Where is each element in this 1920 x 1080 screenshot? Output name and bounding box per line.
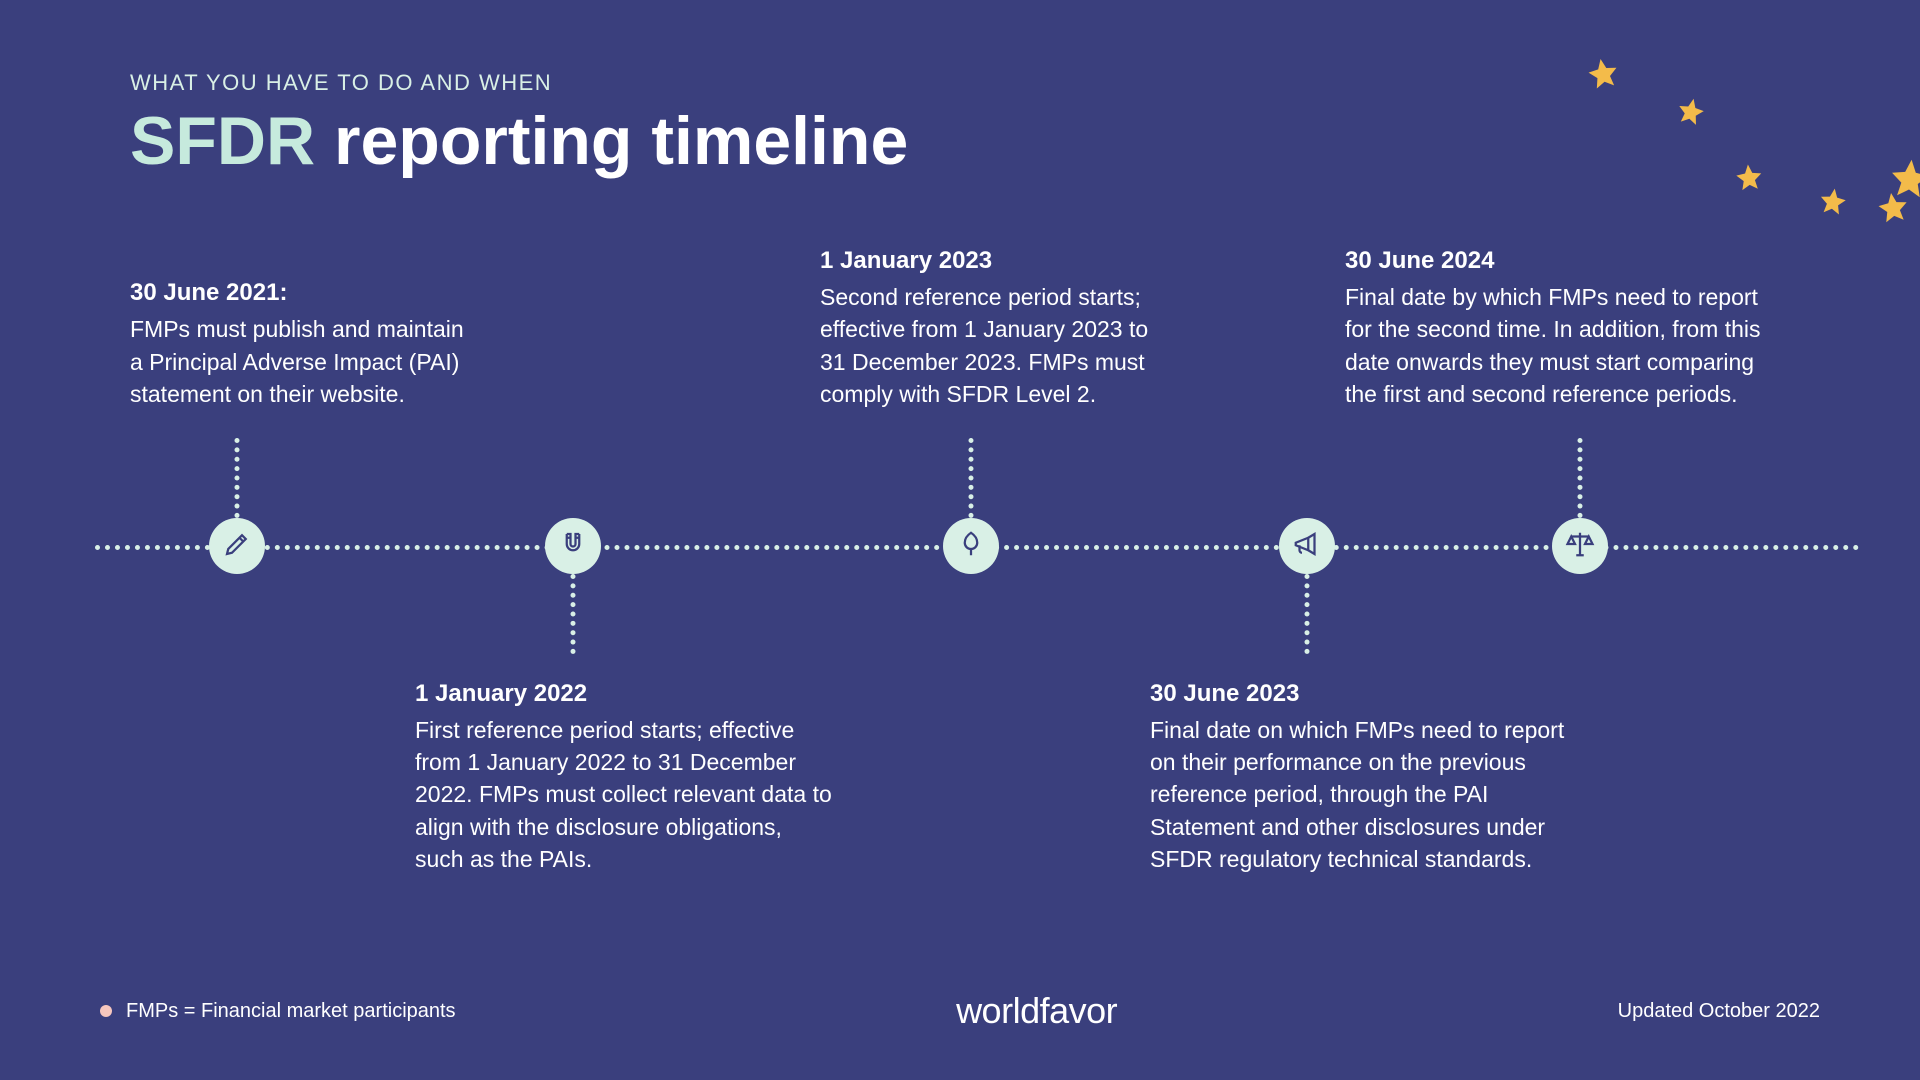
eyebrow-text: WHAT YOU HAVE TO DO AND WHEN xyxy=(130,70,908,96)
pencil-icon xyxy=(222,529,252,564)
tree-icon xyxy=(956,529,986,564)
timeline-node-4 xyxy=(1552,518,1608,574)
milestone-text: Second reference period starts; effectiv… xyxy=(820,281,1180,410)
timeline-connector xyxy=(969,438,974,518)
magnet-icon xyxy=(558,529,588,564)
brand-logo: worldfavor xyxy=(956,990,1117,1032)
scales-icon xyxy=(1565,529,1595,564)
title-rest: reporting timeline xyxy=(315,103,908,179)
updated-text: Updated October 2022 xyxy=(1618,1000,1820,1023)
title-accent: SFDR xyxy=(130,103,315,179)
star-icon xyxy=(1874,188,1912,226)
decorative-stars xyxy=(1420,0,1920,240)
milestone-text: Final date by which FMPs need to report … xyxy=(1345,281,1775,410)
milestone-0: 30 June 2021: FMPs must publish and maint… xyxy=(130,279,470,410)
milestone-text: First reference period starts; effective… xyxy=(415,714,835,875)
page-title: SFDR reporting timeline xyxy=(130,106,908,177)
timeline-node-1 xyxy=(545,518,601,574)
milestone-2: 1 January 2023 Second reference period st… xyxy=(820,247,1180,410)
timeline-node-0 xyxy=(209,518,265,574)
milestone-4: 30 June 2024 Final date by which FMPs nee… xyxy=(1345,247,1775,410)
milestone-date: 30 June 2021: xyxy=(130,279,470,307)
timeline-connector xyxy=(571,574,576,654)
timeline-node-2 xyxy=(943,518,999,574)
milestone-date: 30 June 2023 xyxy=(1150,680,1570,708)
footnote-text: FMPs = Financial market participants xyxy=(126,1000,456,1023)
star-icon xyxy=(1733,161,1766,194)
timeline-connector xyxy=(1305,574,1310,654)
header: WHAT YOU HAVE TO DO AND WHEN SFDR report… xyxy=(130,70,908,177)
timeline-connector xyxy=(1578,438,1583,518)
megaphone-icon xyxy=(1292,529,1322,564)
milestone-date: 30 June 2024 xyxy=(1345,247,1775,275)
milestone-date: 1 January 2022 xyxy=(415,680,835,708)
star-icon xyxy=(1886,154,1920,202)
star-icon xyxy=(1816,184,1850,218)
timeline-node-3 xyxy=(1279,518,1335,574)
star-icon xyxy=(1583,53,1622,92)
footnote-bullet xyxy=(100,1005,112,1017)
milestone-text: FMPs must publish and maintain a Princip… xyxy=(130,313,470,410)
star-icon xyxy=(1673,93,1709,129)
milestone-text: Final date on which FMPs need to report … xyxy=(1150,714,1570,875)
milestone-3: 30 June 2023 Final date on which FMPs nee… xyxy=(1150,680,1570,875)
footer: FMPs = Financial market participants wor… xyxy=(100,990,1820,1032)
milestone-1: 1 January 2022 First reference period sta… xyxy=(415,680,835,875)
milestone-date: 1 January 2023 xyxy=(820,247,1180,275)
timeline-connector xyxy=(235,438,240,518)
footnote: FMPs = Financial market participants xyxy=(100,1000,456,1023)
